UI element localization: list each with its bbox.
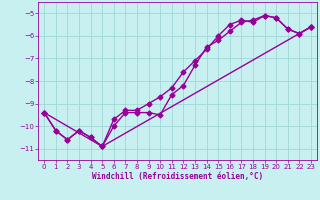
X-axis label: Windchill (Refroidissement éolien,°C): Windchill (Refroidissement éolien,°C) bbox=[92, 172, 263, 181]
